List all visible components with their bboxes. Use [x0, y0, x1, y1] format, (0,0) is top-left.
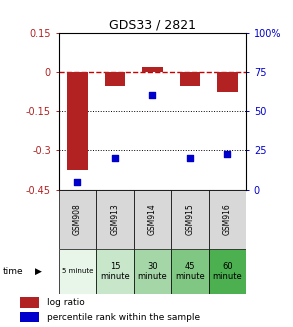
Bar	[105, 72, 125, 86]
Point	[75, 179, 80, 184]
Title: GDS33 / 2821: GDS33 / 2821	[109, 19, 196, 31]
Bar	[217, 72, 238, 92]
Text: time: time	[3, 267, 23, 276]
Text: GSM908: GSM908	[73, 203, 82, 235]
Bar	[59, 249, 96, 294]
Bar	[20, 312, 39, 322]
Bar	[171, 190, 209, 249]
Text: 60
minute: 60 minute	[212, 262, 242, 281]
Point	[113, 156, 117, 161]
Bar	[171, 249, 209, 294]
Text: 30
minute: 30 minute	[137, 262, 167, 281]
Text: GSM915: GSM915	[185, 203, 194, 235]
Bar	[96, 249, 134, 294]
Bar	[20, 297, 39, 307]
Text: log ratio: log ratio	[47, 298, 85, 307]
Bar	[96, 190, 134, 249]
Text: GSM913: GSM913	[110, 203, 119, 235]
Bar	[180, 72, 200, 86]
Point	[188, 156, 192, 161]
Text: ▶: ▶	[35, 267, 42, 276]
Point	[150, 93, 155, 98]
Bar	[67, 72, 88, 170]
Bar	[134, 190, 171, 249]
Text: 45
minute: 45 minute	[175, 262, 205, 281]
Bar	[209, 249, 246, 294]
Text: 5 minute: 5 minute	[62, 268, 93, 274]
Bar	[134, 249, 171, 294]
Bar	[142, 67, 163, 72]
Bar	[209, 190, 246, 249]
Text: percentile rank within the sample: percentile rank within the sample	[47, 313, 200, 322]
Bar	[59, 190, 96, 249]
Point	[225, 151, 230, 156]
Text: 15
minute: 15 minute	[100, 262, 130, 281]
Text: GSM916: GSM916	[223, 203, 232, 235]
Text: GSM914: GSM914	[148, 203, 157, 235]
